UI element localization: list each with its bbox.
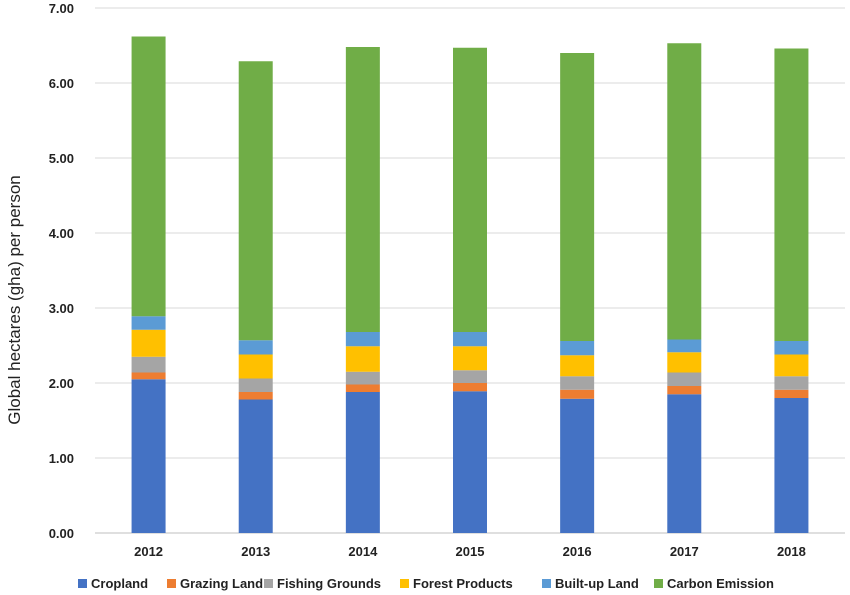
bar-segment: [774, 341, 809, 355]
bar-stack: [453, 47, 487, 533]
legend-label: Cropland: [91, 576, 148, 591]
legend-swatch: [654, 579, 663, 588]
bar-segment: [774, 376, 809, 390]
bar-segment: [774, 354, 809, 377]
x-tick-label: 2018: [777, 544, 806, 559]
bar-segment: [345, 392, 380, 533]
y-tick-label: 6.00: [49, 76, 74, 91]
legend-swatch: [78, 579, 87, 588]
bar-segment: [667, 352, 702, 373]
bar-segment: [345, 384, 380, 392]
legend-item: Grazing Land: [167, 576, 263, 591]
bar-stack: [345, 47, 380, 533]
bar-segment: [238, 378, 273, 392]
bar-segment: [560, 355, 595, 377]
bar-segment: [131, 316, 166, 330]
y-tick-label: 7.00: [49, 1, 74, 16]
x-tick-label: 2014: [348, 544, 378, 559]
bar-segment: [774, 398, 809, 533]
bar-segment: [238, 399, 273, 533]
legend-item: Fishing Grounds: [264, 576, 381, 591]
bar-stack: [238, 61, 273, 533]
bar-segment: [667, 372, 702, 386]
y-tick-label: 2.00: [49, 376, 74, 391]
bar-segment: [667, 339, 702, 353]
bar-segment: [131, 379, 166, 533]
x-axis-tick-labels: 2012 2013 2014 2015 2016 2017 2018: [134, 544, 806, 559]
legend-label: Carbon Emission: [667, 576, 774, 591]
bar-segment: [131, 356, 166, 373]
bar-segment: [345, 332, 380, 347]
bar-segment: [453, 383, 487, 392]
bar-segment: [453, 332, 487, 347]
bar-segment: [560, 389, 595, 399]
bar-segment: [238, 340, 273, 355]
bar-segment: [667, 394, 702, 533]
bar-segment: [774, 48, 809, 341]
bar-stack: [131, 36, 166, 533]
bar-segment: [238, 61, 273, 341]
bar-segment: [453, 370, 487, 383]
legend-swatch: [542, 579, 551, 588]
bar-stacks: [131, 36, 809, 533]
legend-swatch: [264, 579, 273, 588]
bar-segment: [560, 376, 595, 390]
y-axis-title: Global hectares (gha) per person: [5, 175, 24, 424]
bar-segment: [131, 36, 166, 317]
bar-segment: [774, 389, 809, 398]
bar-segment: [131, 329, 166, 357]
legend-swatch: [167, 579, 176, 588]
legend-item: Cropland: [78, 576, 148, 591]
bar-segment: [560, 53, 595, 341]
bar-segment: [560, 398, 595, 533]
y-tick-label: 3.00: [49, 301, 74, 316]
bar-stack: [667, 43, 702, 533]
bar-segment: [345, 371, 380, 385]
bar-segment: [345, 346, 380, 372]
legend-swatch: [400, 579, 409, 588]
bar-segment: [453, 47, 487, 332]
legend-item: Built-up Land: [542, 576, 639, 591]
bar-segment: [667, 386, 702, 395]
x-tick-label: 2017: [670, 544, 699, 559]
bar-segment: [453, 391, 487, 533]
legend-label: Built-up Land: [555, 576, 639, 591]
y-axis-tick-labels: 0.00 1.00 2.00 3.00 4.00 5.00 6.00 7.00: [49, 1, 74, 541]
y-tick-label: 1.00: [49, 451, 74, 466]
bar-segment: [667, 43, 702, 340]
bar-segment: [131, 372, 166, 380]
y-tick-label: 4.00: [49, 226, 74, 241]
legend-item: Forest Products: [400, 576, 513, 591]
bar-segment: [238, 354, 273, 379]
legend-label: Fishing Grounds: [277, 576, 381, 591]
legend-label: Grazing Land: [180, 576, 263, 591]
bar-segment: [453, 346, 487, 371]
x-tick-label: 2015: [456, 544, 485, 559]
bar-segment: [345, 47, 380, 332]
bar-segment: [238, 392, 273, 400]
y-tick-label: 0.00: [49, 526, 74, 541]
legend-item: Carbon Emission: [654, 576, 774, 591]
y-tick-label: 5.00: [49, 151, 74, 166]
x-tick-label: 2012: [134, 544, 163, 559]
bar-stack: [774, 48, 809, 533]
legend: Cropland Grazing Land Fishing Grounds Fores…: [78, 576, 774, 591]
legend-label: Forest Products: [413, 576, 513, 591]
x-tick-label: 2013: [241, 544, 270, 559]
bar-segment: [560, 341, 595, 356]
x-tick-label: 2016: [563, 544, 592, 559]
bar-stack: [560, 53, 595, 533]
